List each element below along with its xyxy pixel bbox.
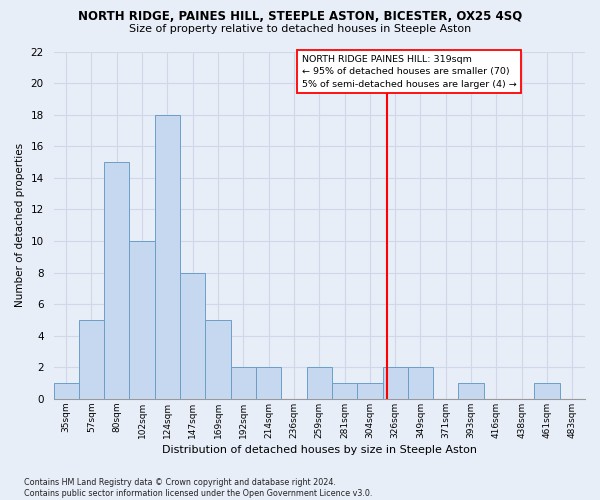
Bar	[458, 383, 484, 399]
Bar	[535, 383, 560, 399]
X-axis label: Distribution of detached houses by size in Steeple Aston: Distribution of detached houses by size …	[162, 445, 477, 455]
Bar	[357, 383, 383, 399]
Bar	[307, 368, 332, 399]
Bar	[205, 320, 230, 399]
Bar	[256, 368, 281, 399]
Bar	[408, 368, 433, 399]
Text: NORTH RIDGE, PAINES HILL, STEEPLE ASTON, BICESTER, OX25 4SQ: NORTH RIDGE, PAINES HILL, STEEPLE ASTON,…	[78, 10, 522, 24]
Text: NORTH RIDGE PAINES HILL: 319sqm
← 95% of detached houses are smaller (70)
5% of : NORTH RIDGE PAINES HILL: 319sqm ← 95% of…	[302, 54, 516, 88]
Bar	[180, 272, 205, 399]
Bar	[130, 241, 155, 399]
Bar	[104, 162, 130, 399]
Bar	[332, 383, 357, 399]
Text: Contains HM Land Registry data © Crown copyright and database right 2024.
Contai: Contains HM Land Registry data © Crown c…	[24, 478, 373, 498]
Bar	[53, 383, 79, 399]
Bar	[230, 368, 256, 399]
Y-axis label: Number of detached properties: Number of detached properties	[15, 143, 25, 308]
Bar	[79, 320, 104, 399]
Bar	[155, 114, 180, 399]
Text: Size of property relative to detached houses in Steeple Aston: Size of property relative to detached ho…	[129, 24, 471, 34]
Bar	[383, 368, 408, 399]
